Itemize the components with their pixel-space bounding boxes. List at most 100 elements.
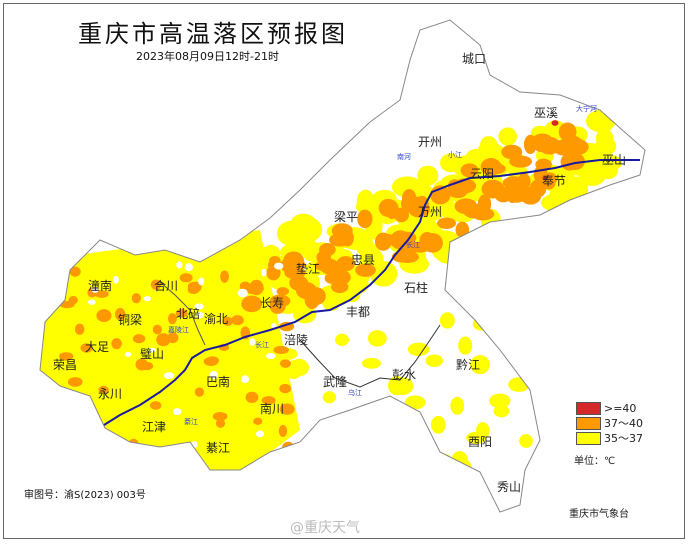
warm-zone — [321, 287, 342, 312]
hot-zone — [115, 307, 126, 321]
warm-zone — [322, 391, 337, 404]
cool-zone — [91, 287, 99, 293]
cool-zone — [172, 408, 182, 415]
district-label: 酉阳 — [468, 435, 493, 449]
district-label: 巫山 — [602, 153, 627, 167]
district-label: 秀山 — [497, 480, 522, 494]
cool-zone — [249, 338, 256, 346]
warm-zone — [521, 327, 544, 339]
temperature-zones — [40, 84, 623, 484]
hot-zone — [80, 343, 93, 353]
hot-zone — [357, 209, 373, 229]
hot-zone — [152, 324, 162, 335]
hot-zone — [552, 139, 574, 156]
hot-zone — [485, 163, 506, 175]
district-label: 北碚 — [176, 307, 201, 321]
legend-swatch — [576, 401, 601, 415]
cool-zone — [273, 262, 284, 270]
hot-zone — [273, 345, 289, 355]
hot-zone — [276, 287, 290, 296]
cool-zone — [112, 275, 119, 284]
warm-zone — [315, 463, 332, 479]
warm-zone — [525, 342, 540, 354]
warm-zone — [450, 396, 465, 415]
hot-zone — [261, 396, 276, 405]
hot-zone — [89, 430, 99, 442]
district-label: 潼南 — [88, 279, 113, 293]
hot-zone — [565, 152, 585, 171]
district-label: 垫江 — [296, 262, 321, 276]
hot-zone — [253, 417, 263, 425]
cool-zone — [255, 430, 265, 438]
warm-zone — [361, 357, 381, 369]
warm-zone — [436, 453, 452, 466]
warm-zone — [466, 431, 487, 444]
extreme-zone — [542, 176, 548, 180]
district-label: 南川 — [260, 402, 285, 416]
warm-zone — [382, 399, 402, 412]
hot-zone — [542, 172, 558, 186]
district-label: 铜梁 — [118, 313, 143, 327]
warm-zone — [489, 393, 511, 409]
district-label: 武隆 — [323, 375, 348, 389]
forecast-period: 2023年08月09日12时-21时 — [136, 50, 279, 63]
cool-zone — [176, 261, 183, 269]
hot-zone — [355, 263, 376, 277]
district-label: 云阳 — [470, 167, 495, 181]
river-label: 嘉陵江 — [168, 326, 189, 334]
cool-zone — [261, 268, 267, 277]
warm-zone — [527, 312, 541, 330]
warm-zone — [360, 451, 382, 469]
unit-label: 单位：℃ — [574, 456, 616, 467]
hot-zone — [70, 409, 84, 418]
hot-zone — [314, 260, 338, 272]
district-label: 大足 — [85, 340, 110, 354]
legend-item-hot: 37～40 — [576, 416, 643, 430]
district-label: 巫溪 — [534, 106, 559, 120]
hot-zone — [222, 316, 234, 326]
hot-zone — [374, 232, 392, 251]
district-label: 渝北 — [204, 312, 229, 326]
warm-zone — [335, 333, 349, 346]
district-label: 梁平 — [334, 210, 359, 224]
district-label: 丰都 — [346, 305, 371, 319]
hot-zone — [111, 338, 122, 350]
hot-zone — [59, 301, 75, 309]
warm-zone — [417, 165, 439, 186]
legend-label: >=40 — [604, 401, 637, 415]
warm-zone — [409, 431, 433, 449]
district-label: 开州 — [418, 135, 443, 149]
district-label: 涪陵 — [284, 333, 309, 347]
district-label: 合川 — [154, 279, 179, 293]
hot-zone — [393, 207, 409, 223]
hot-zone — [294, 276, 309, 289]
district-label: 黔江 — [456, 358, 481, 372]
hot-zone — [533, 139, 548, 152]
warm-zone — [525, 471, 542, 484]
warm-zone — [355, 234, 374, 257]
warm-zone — [498, 127, 518, 146]
warm-zone — [519, 434, 533, 448]
warm-zone — [282, 446, 305, 465]
hot-zone — [506, 186, 520, 204]
hot-zone — [69, 266, 81, 277]
district-label: 长寿 — [260, 296, 285, 310]
hot-zone — [535, 158, 552, 171]
warm-zone — [367, 330, 387, 347]
warm-zone — [407, 342, 430, 357]
hot-zone — [179, 273, 193, 283]
river-label: 长江 — [406, 241, 420, 249]
district-label: 奉节 — [542, 174, 567, 188]
hot-zone — [279, 383, 292, 394]
hot-zone — [167, 332, 179, 344]
hot-zone — [57, 259, 69, 272]
hot-zone — [67, 377, 83, 387]
warm-zone — [240, 310, 272, 327]
yangtze-river — [103, 159, 640, 426]
river-label: 乌江 — [348, 389, 362, 397]
warm-zone — [373, 461, 388, 474]
hot-zone — [231, 315, 244, 326]
hot-zone — [378, 198, 398, 217]
map-approval-number: 审图号：渝S(2023) 003号 — [24, 490, 146, 501]
warm-zone — [327, 459, 347, 479]
